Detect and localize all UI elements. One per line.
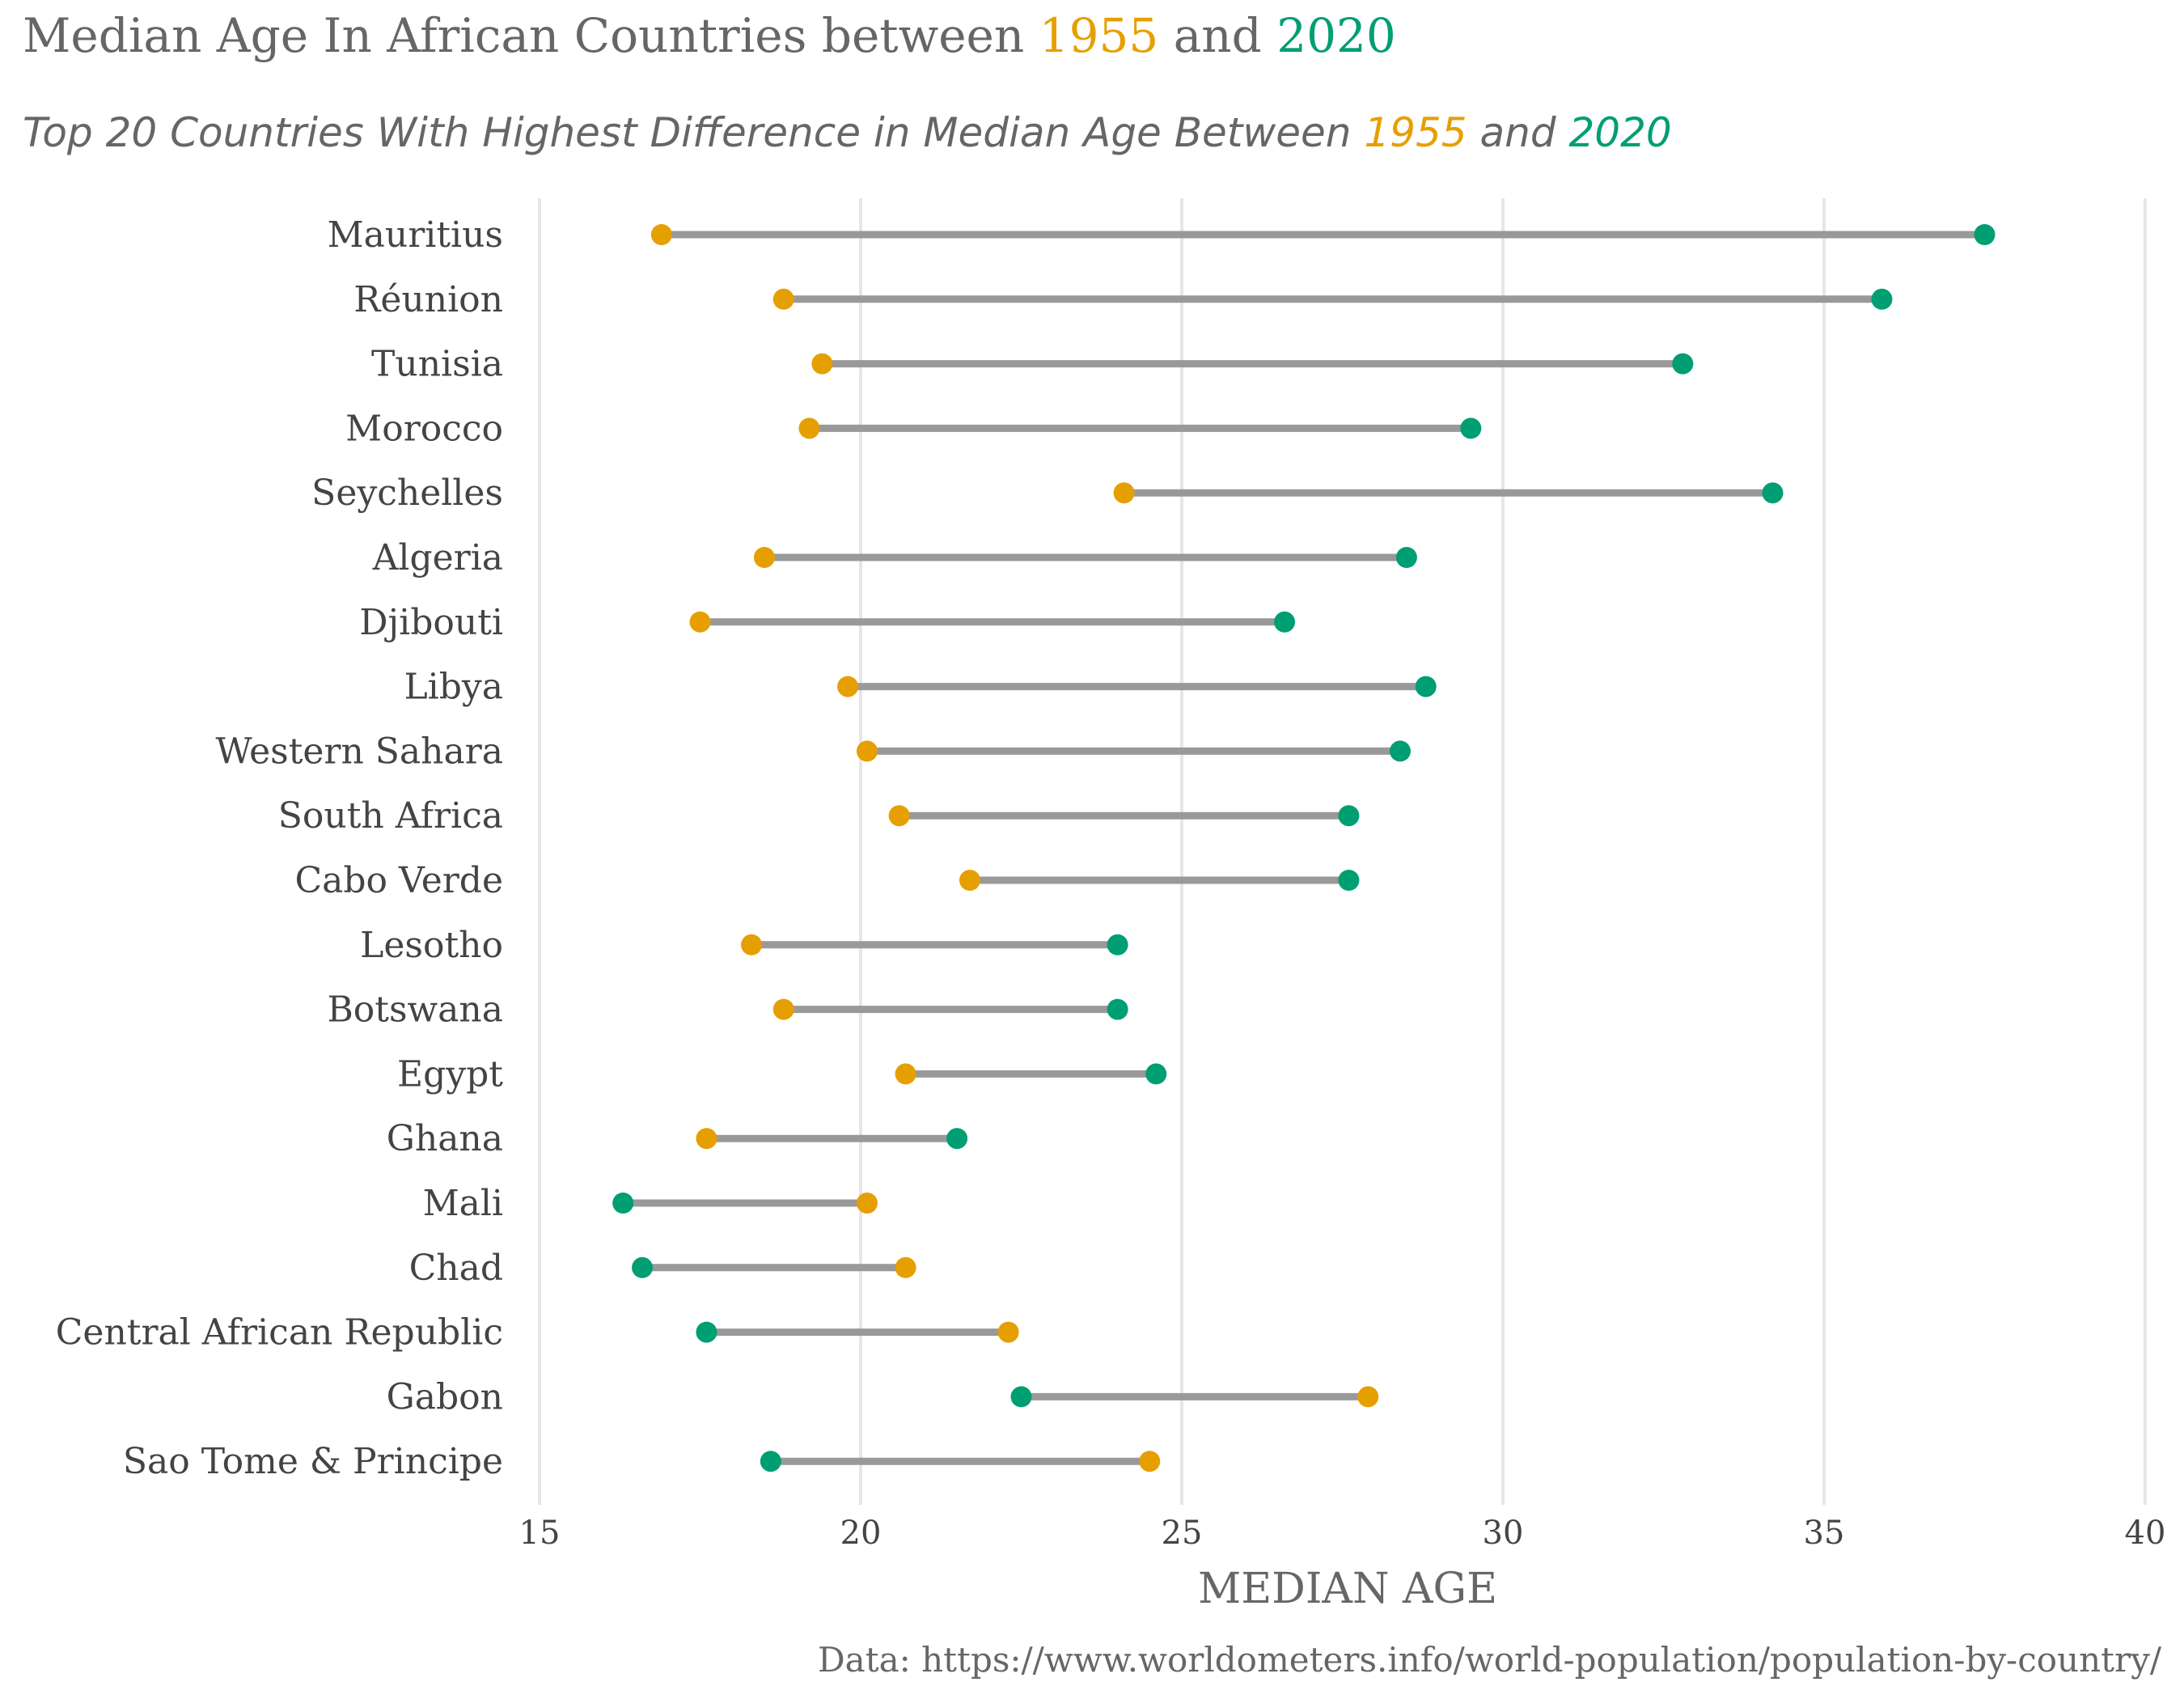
country-label: Egypt: [397, 1053, 503, 1095]
country-label: Gabon: [387, 1376, 503, 1417]
country-label: Chad: [409, 1248, 503, 1289]
point-1955: [650, 224, 672, 245]
point-1955: [1113, 482, 1135, 504]
point-2020: [1974, 224, 1996, 245]
point-2020: [1338, 805, 1360, 827]
x-tick-label: 20: [840, 1515, 882, 1552]
country-label: Botswana: [327, 989, 503, 1031]
point-1955: [696, 1128, 717, 1150]
x-tick-label: 40: [2125, 1515, 2166, 1552]
country-label: Mauritius: [328, 214, 503, 256]
point-1955: [741, 934, 763, 955]
point-1955: [856, 740, 878, 762]
point-1955: [772, 288, 794, 310]
chart-title: Median Age In African Countries between …: [23, 8, 1396, 63]
point-2020: [1460, 417, 1482, 439]
title-middle: and: [1158, 8, 1277, 63]
point-2020: [1145, 1063, 1167, 1085]
point-1955: [811, 353, 833, 375]
title-year-2020: 2020: [1276, 8, 1396, 63]
country-label: Tunisia: [371, 344, 503, 385]
x-axis-ticks: 15 20 25 30 35 40: [519, 1515, 2166, 1552]
point-2020: [760, 1451, 781, 1472]
point-2020: [612, 1193, 634, 1214]
point-2020: [1762, 482, 1784, 504]
point-1955: [895, 1256, 916, 1278]
country-label: South Africa: [278, 795, 503, 837]
x-tick-label: 35: [1804, 1515, 1845, 1552]
country-label: Libya: [404, 667, 503, 708]
point-2020: [946, 1128, 968, 1150]
point-2020: [632, 1256, 654, 1278]
point-2020: [1338, 870, 1360, 891]
point-2020: [1010, 1386, 1032, 1408]
point-2020: [1389, 740, 1411, 762]
point-1955: [689, 611, 711, 633]
point-1955: [888, 805, 910, 827]
dumbbell-points: [612, 224, 1996, 1472]
point-1955: [798, 417, 820, 439]
point-2020: [1395, 547, 1417, 568]
point-2020: [1107, 934, 1128, 955]
chart-subtitle: Top 20 Countries With Highest Difference…: [23, 109, 1672, 156]
dumbbell-segments: [619, 231, 1988, 1465]
country-label: Western Sahara: [215, 731, 503, 772]
country-labels: Mauritius Réunion Tunisia Morocco Seychelles…: [56, 214, 504, 1482]
point-1955: [837, 676, 859, 697]
data-source-caption: Data: https://www.worldometers.info/worl…: [818, 1640, 2162, 1680]
gridlines: [538, 198, 2147, 1505]
x-tick-label: 15: [519, 1515, 561, 1552]
point-1955: [772, 998, 794, 1020]
x-tick-label: 30: [1483, 1515, 1524, 1552]
title-year-1955: 1955: [1039, 8, 1159, 63]
country-label: Algeria: [372, 537, 503, 578]
point-1955: [959, 870, 980, 891]
country-label: Seychelles: [311, 472, 503, 514]
country-label: Morocco: [345, 408, 503, 449]
point-1955: [1357, 1386, 1379, 1408]
country-label: Sao Tome & Principe: [123, 1441, 503, 1482]
x-axis-title: MEDIAN AGE: [1198, 1565, 1497, 1613]
point-2020: [1871, 288, 1893, 310]
point-1955: [895, 1063, 916, 1085]
country-label: Lesotho: [360, 925, 503, 966]
point-2020: [1107, 998, 1128, 1020]
point-1955: [1139, 1451, 1161, 1472]
country-label: Central African Republic: [56, 1312, 503, 1354]
country-label: Ghana: [387, 1118, 503, 1159]
title-prefix: Median Age In African Countries between: [23, 8, 1039, 63]
subtitle-middle: and: [1467, 109, 1569, 156]
subtitle-year-1955: 1955: [1364, 109, 1467, 156]
country-label: Djibouti: [359, 602, 503, 643]
point-1955: [856, 1193, 878, 1214]
country-label: Réunion: [353, 279, 503, 320]
point-2020: [1274, 611, 1296, 633]
point-2020: [1415, 676, 1437, 697]
x-tick-label: 25: [1162, 1515, 1203, 1552]
subtitle-prefix: Top 20 Countries With Highest Difference…: [23, 109, 1365, 156]
subtitle-year-2020: 2020: [1568, 109, 1672, 156]
country-label: Mali: [423, 1183, 503, 1224]
point-2020: [696, 1321, 717, 1343]
point-2020: [1672, 353, 1694, 375]
point-1955: [753, 547, 775, 568]
country-label: Cabo Verde: [294, 860, 503, 901]
point-1955: [997, 1321, 1019, 1343]
